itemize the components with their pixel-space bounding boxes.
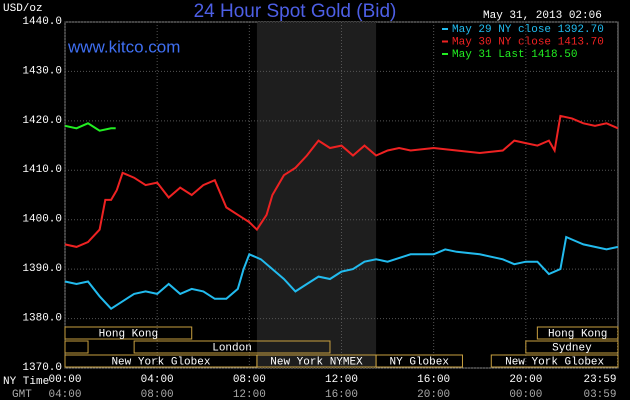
line-series xyxy=(64,235,619,310)
x-tick-label: 20:00 xyxy=(509,374,542,386)
y-tick-label: 1390.0 xyxy=(22,263,62,275)
x2-tick-label: 20:00 xyxy=(417,389,450,400)
legend-entry: May 30 NY close 1413.70 xyxy=(452,36,604,48)
x-tick-label: 00:00 xyxy=(48,374,81,386)
y-tick-label: 1420.0 xyxy=(22,115,62,127)
session-label: New York Globex xyxy=(111,356,210,368)
y-tick-label: 1380.0 xyxy=(22,312,62,324)
session-box xyxy=(375,354,463,368)
session-box xyxy=(490,354,619,368)
session-label: London xyxy=(212,342,252,354)
y-tick-label: 1370.0 xyxy=(22,362,62,374)
y-tick-label: 1400.0 xyxy=(22,214,62,226)
x2-tick-label: 03:59 xyxy=(583,389,616,400)
x-tick-label: 08:00 xyxy=(233,374,266,386)
watermark: www.kitco.com xyxy=(67,37,180,56)
session-box xyxy=(133,340,331,354)
x-tick-label: 23:59 xyxy=(583,374,616,386)
y-tick-label: 1410.0 xyxy=(22,164,62,176)
line-series xyxy=(64,114,619,248)
y-axis-label: USD/oz xyxy=(3,3,43,15)
x2-tick-label: 04:00 xyxy=(48,389,81,400)
chart-title: 24 Hour Spot Gold (Bid) xyxy=(194,1,397,22)
x2-axis-label: GMT xyxy=(12,389,32,400)
legend-entry: May 31 Last 1418.50 xyxy=(452,49,577,61)
session-box xyxy=(525,340,619,354)
x2-tick-label: 08:00 xyxy=(141,389,174,400)
session-label: New York NYMEX xyxy=(270,356,363,368)
session-label: New York Globex xyxy=(505,356,604,368)
x2-tick-label: 12:00 xyxy=(233,389,266,400)
x2-tick-label: 16:00 xyxy=(325,389,358,400)
shaded-region xyxy=(256,22,377,368)
x-tick-label: 04:00 xyxy=(141,374,174,386)
line-series xyxy=(64,122,116,132)
session-label: Hong Kong xyxy=(548,328,607,340)
session-box xyxy=(536,326,619,340)
y-tick-label: 1430.0 xyxy=(22,65,62,77)
session-label: NY Globex xyxy=(390,356,450,368)
session-box xyxy=(64,340,89,354)
session-label: Hong Kong xyxy=(99,328,158,340)
legend-entry: May 29 NY close 1392.70 xyxy=(452,24,604,36)
x2-tick-label: 00:00 xyxy=(509,389,542,400)
y-tick-label: 1440.0 xyxy=(22,16,62,28)
session-box xyxy=(64,326,193,340)
session-label: Sydney xyxy=(552,342,592,354)
x-tick-label: 16:00 xyxy=(417,374,450,386)
x-axis-label: NY Time xyxy=(3,376,49,388)
x-tick-label: 12:00 xyxy=(325,374,358,386)
timestamp: May 31, 2013 02:06 xyxy=(483,10,602,22)
